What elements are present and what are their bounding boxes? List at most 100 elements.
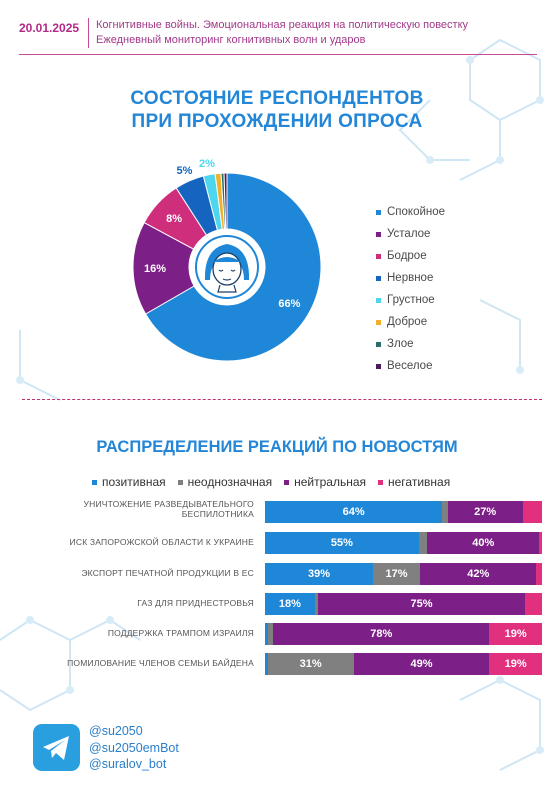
legend-label: неоднозначная	[187, 475, 273, 489]
legend-label: Веселое	[387, 360, 433, 372]
bar-segment: 18%	[265, 593, 315, 615]
donut-legend-item: Усталое	[376, 223, 445, 245]
legend-label: Бодрое	[387, 250, 427, 262]
legend-swatch	[177, 479, 183, 485]
legend-label: Усталое	[387, 228, 431, 240]
bar-row: ПОМИЛОВАНИЕ ЧЛЕНОВ СЕМЬИ БАЙДЕНА 31% 49% 19…	[0, 653, 554, 675]
donut-legend-item: Бодрое	[376, 245, 445, 267]
legend-swatch	[376, 275, 381, 281]
legend-swatch	[376, 231, 381, 237]
donut-legend-item: Спокойное	[376, 201, 445, 223]
bar-segment	[267, 623, 274, 645]
bar-segment: 27%	[447, 501, 523, 523]
bar-segment	[536, 563, 542, 585]
donut-slice-label: 2%	[199, 158, 215, 170]
donut-slice-label: 5%	[177, 165, 193, 177]
bar-segment: 31%	[267, 653, 354, 675]
bar-row: УНИЧТОЖЕНИЕ РАЗВЕДЫВАТЕЛЬНОГО БЕСПИЛОТНИ…	[0, 499, 554, 523]
header-underline	[19, 54, 537, 55]
header: 20.01.2025 Когнитивные войны. Эмоциональ…	[0, 0, 554, 56]
header-divider	[88, 18, 89, 48]
legend-swatch	[378, 479, 383, 485]
bar-category-label: ГАЗ ДЛЯ ПРИДНЕСТРОВЬЯ	[137, 598, 254, 608]
bar-segment: 75%	[317, 593, 526, 615]
stacked-bar: 31% 49% 19%	[265, 653, 542, 675]
handle-link[interactable]: @su2050	[89, 724, 143, 738]
bar-segment	[418, 532, 428, 554]
stacked-bar: 64% 27%	[265, 501, 542, 523]
bar-chart-title: РАСПРЕДЕЛЕНИЕ РЕАКЦИЙ ПО НОВОСТЯМ	[96, 438, 458, 456]
legend-swatch	[376, 209, 381, 215]
bar-row: ГАЗ ДЛЯ ПРИДНЕСТРОВЬЯ 18% 75%	[0, 593, 554, 615]
bar-segment: 64%	[265, 501, 443, 523]
donut-chart: 66% 16% 8% 5% 2%	[132, 158, 322, 362]
header-line1: Когнитивные войны. Эмоциональная реакция…	[96, 19, 469, 31]
donut-title-line2: ПРИ ПРОХОЖДЕНИИ ОПРОСА	[131, 111, 423, 132]
donut-legend-item: Нервное	[376, 267, 445, 289]
legend-swatch	[376, 297, 381, 303]
bar-segment: 39%	[265, 563, 374, 585]
stacked-bar: 18% 75%	[265, 593, 542, 615]
bar-segment: 42%	[420, 563, 537, 585]
bar-segment: 78%	[273, 623, 490, 645]
donut-title-line1: СОСТОЯНИЕ РЕСПОНДЕНТОВ	[130, 88, 424, 109]
bar-segment: 49%	[353, 653, 490, 675]
handle-link[interactable]: @su2050emBot	[89, 740, 179, 755]
legend-swatch	[92, 479, 97, 485]
bar-row: ИСК ЗАПОРОЖСКОЙ ОБЛАСТИ К УКРАИНЕ 55% 40%	[0, 532, 554, 554]
bar-segment: 17%	[373, 563, 421, 585]
stacked-bar: 55% 40%	[265, 532, 542, 554]
telegram-icon	[33, 724, 80, 771]
donut-legend-item: Доброе	[376, 311, 445, 333]
stacked-bar: 39% 17% 42%	[265, 563, 542, 585]
donut-slice-label: 66%	[278, 298, 300, 310]
bar-segment: 19%	[489, 653, 542, 675]
header-line2: Ежедневный мониторинг когнитивных волн и…	[96, 34, 366, 46]
handle-link[interactable]: @suralov_bot	[89, 757, 167, 771]
stacked-bar: 78% 19%	[265, 623, 542, 645]
bar-category-label: ИСК ЗАПОРОЖСКОЙ ОБЛАСТИ К УКРАИНЕ	[69, 537, 254, 547]
legend-label: негативная	[388, 475, 451, 489]
legend-swatch	[284, 479, 290, 485]
bar-legend-item: позитивная	[92, 475, 166, 489]
bar-segment	[442, 501, 448, 523]
legend-swatch	[376, 253, 381, 259]
legend-label: Доброе	[387, 316, 428, 328]
bar-legend-item: нейтральная	[284, 475, 366, 489]
bar-row: ЭКСПОРТ ПЕЧАТНОЙ ПРОДУКЦИИ В ЕС 39% 17% 42%	[0, 563, 554, 585]
bar-segment	[265, 623, 268, 645]
bar-segment	[522, 501, 542, 523]
legend-label: Злое	[387, 338, 414, 350]
woman-face-icon	[189, 229, 265, 305]
legend-label: Нервное	[387, 272, 434, 284]
donut-slice-label: 16%	[144, 263, 166, 275]
legend-label: Спокойное	[387, 206, 446, 218]
donut-legend-item: Злое	[376, 333, 445, 355]
legend-label: Грустное	[387, 294, 435, 306]
donut-slice-label: 8%	[166, 213, 182, 225]
legend-swatch	[376, 341, 381, 347]
bar-legend-item: неоднозначная	[177, 475, 273, 489]
bar-category-label: ПОДДЕРЖКА ТРАМПОМ ИЗРАИЛЯ	[107, 628, 254, 638]
section-divider	[22, 399, 542, 400]
bar-legend-item: негативная	[378, 475, 450, 489]
bar-category-label: ЭКСПОРТ ПЕЧАТНОЙ ПРОДУКЦИИ В ЕС	[81, 568, 254, 578]
bar-segment: 40%	[427, 532, 540, 554]
header-text: Когнитивные войны. Эмоциональная реакция…	[96, 18, 468, 48]
bar-segment	[265, 653, 268, 675]
legend-swatch	[376, 363, 381, 369]
legend-swatch	[376, 319, 381, 325]
donut-legend: Спокойное Усталое Бодрое Нервное Грустное Доб…	[376, 201, 445, 377]
bar-legend: позитивная неоднозначная нейтральная негати…	[92, 475, 462, 489]
bar-segment: 19%	[489, 623, 542, 645]
bar-row: ПОДДЕРЖКА ТРАМПОМ ИЗРАИЛЯ 78% 19%	[0, 623, 554, 645]
header-date: 20.01.2025	[19, 21, 80, 35]
footer-handles: @su2050 @su2050emBot @suralov_bot	[89, 723, 179, 773]
bar-category-label: ПОМИЛОВАНИЕ ЧЛЕНОВ СЕМЬИ БАЙДЕНА	[67, 658, 254, 668]
donut-legend-item: Веселое	[376, 355, 445, 377]
bar-category-label: УНИЧТОЖЕНИЕ РАЗВЕДЫВАТЕЛЬНОГО БЕСПИЛОТНИ…	[83, 499, 254, 519]
bar-segment: 55%	[265, 532, 419, 554]
legend-label: нейтральная	[294, 475, 366, 489]
bar-segment	[525, 593, 542, 615]
